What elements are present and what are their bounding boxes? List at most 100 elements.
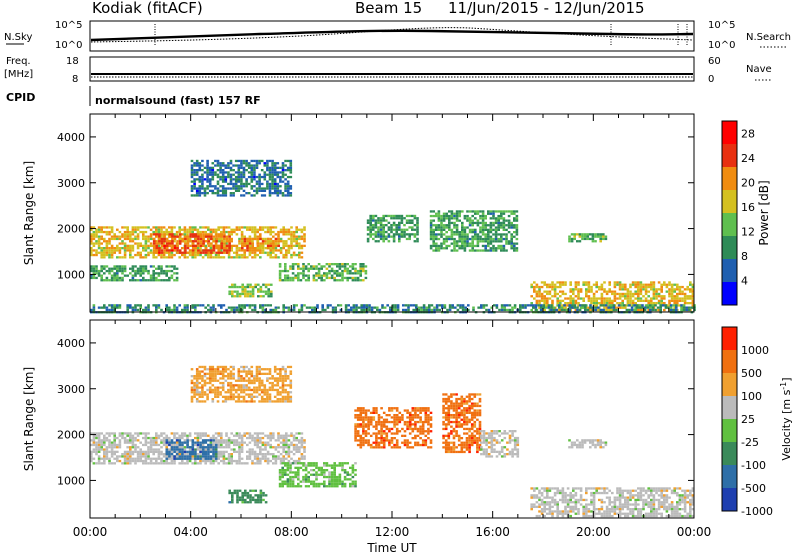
power-echo-cell — [660, 295, 663, 298]
power-echo-cell — [262, 295, 265, 298]
power-echo-cell — [231, 285, 234, 289]
power-echo-cell — [364, 269, 368, 273]
velocity-echo-cell — [152, 448, 155, 451]
power-echo-cell — [502, 233, 506, 236]
velocity-echo-cell — [336, 478, 339, 481]
power-echo-cell — [95, 267, 98, 270]
velocity-echo-cell — [155, 439, 158, 442]
power-echo-cell — [233, 308, 236, 312]
power-echo-cell — [639, 297, 643, 300]
power-echo-cell — [240, 159, 243, 163]
velocity-echo-cell — [298, 450, 301, 453]
power-echo-cell — [100, 230, 103, 234]
power-echo-cell — [634, 306, 637, 309]
velocity-echo-cell — [354, 480, 357, 483]
velocity-echo-cell — [194, 448, 197, 451]
power-echo-cell — [372, 237, 375, 241]
velocity-echo-cell — [398, 446, 402, 449]
power-echo-cell — [589, 306, 592, 309]
velocity-echo-cell — [108, 446, 111, 449]
power-echo-cell — [149, 228, 153, 231]
power-echo-cell — [189, 240, 192, 243]
velocity-echo-cell — [144, 434, 148, 437]
power-echo-cell — [281, 279, 284, 282]
velocity-echo-cell — [142, 462, 145, 465]
power-echo-cell — [678, 297, 682, 300]
power-echo-cell — [178, 230, 181, 234]
velocity-echo-cell — [364, 409, 368, 412]
velocity-echo-cell — [178, 446, 181, 449]
power-echo-cell — [190, 189, 194, 192]
power-echo-cell — [158, 237, 161, 241]
power-echo-cell — [572, 292, 575, 296]
velocity-echo-cell — [90, 450, 93, 453]
velocity-echo-cell — [310, 482, 313, 486]
power-echo-cell — [123, 237, 127, 241]
velocity-echo-cell — [173, 436, 176, 440]
power-echo-cell — [286, 279, 290, 282]
velocity-echo-cell — [279, 459, 283, 463]
velocity-echo-cell — [385, 425, 389, 428]
velocity-echo-cell — [241, 496, 244, 499]
power-echo-cell — [220, 233, 224, 236]
power-echo-cell — [581, 235, 584, 238]
velocity-echo-cell — [362, 416, 365, 419]
power-echo-cell — [204, 230, 207, 234]
power-echo-cell — [502, 210, 506, 213]
power-echo-cell — [605, 302, 609, 305]
power-echo-cell — [208, 169, 212, 172]
velocity-echo-cell — [377, 414, 381, 417]
velocity-echo-cell — [134, 457, 137, 460]
power-echo-cell — [533, 297, 536, 300]
power-echo-cell — [437, 214, 441, 218]
power-echo-cell — [543, 299, 546, 302]
velocity-echo-cell — [254, 494, 257, 497]
power-echo-cell — [266, 185, 269, 188]
power-echo-cell — [515, 249, 519, 252]
velocity-echo-cell — [108, 441, 111, 444]
power-echo-cell — [448, 224, 451, 227]
power-echo-cell — [202, 235, 205, 238]
power-echo-cell — [287, 251, 291, 254]
power-echo-cell — [290, 253, 293, 257]
power-echo-cell — [299, 267, 303, 270]
power-ylabel: Slant Range [km] — [22, 161, 36, 265]
velocity-echo-cell — [227, 439, 231, 442]
power-echo-cell — [238, 285, 242, 289]
velocity-echo-cell — [257, 496, 260, 499]
velocity-echo-cell — [121, 432, 124, 435]
power-echo-cell — [92, 244, 96, 247]
power-echo-cell — [253, 233, 257, 236]
velocity-echo-cell — [403, 423, 407, 426]
velocity-echo-cell — [272, 434, 275, 437]
velocity-echo-cell — [173, 462, 176, 465]
power-echo-cell — [193, 164, 196, 167]
power-echo-cell — [271, 187, 274, 190]
power-echo-cell — [134, 265, 137, 268]
power-echo-cell — [250, 187, 254, 190]
power-echo-cell — [97, 240, 101, 243]
power-echo-cell — [458, 247, 461, 250]
velocity-echo-cell — [284, 473, 287, 476]
velocity-echo-cell — [129, 459, 132, 463]
power-echo-cell — [259, 226, 262, 229]
velocity-echo-cell — [126, 439, 129, 442]
power-echo-cell — [302, 269, 305, 273]
velocity-echo-cell — [204, 453, 208, 456]
power-echo-cell — [535, 302, 539, 305]
velocity-echo-cell — [338, 475, 342, 479]
power-echo-cell — [238, 228, 241, 231]
power-echo-cell — [136, 269, 140, 273]
velocity-echo-cell — [249, 501, 252, 504]
power-echo-cell — [194, 228, 197, 231]
power-echo-cell — [268, 187, 272, 190]
velocity-echo-cell — [157, 450, 161, 453]
power-echo-cell — [453, 214, 456, 218]
power-echo-cell — [484, 235, 487, 238]
power-echo-cell — [455, 242, 459, 245]
power-echo-cell — [372, 233, 375, 236]
power-echo-cell — [670, 290, 674, 293]
power-echo-cell — [208, 178, 212, 181]
power-echo-cell — [175, 308, 179, 312]
power-echo-cell — [190, 185, 194, 188]
